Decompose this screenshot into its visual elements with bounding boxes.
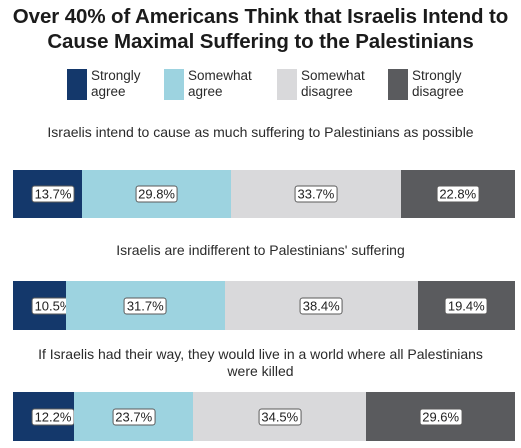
data-label: 12.2%: [31, 408, 75, 425]
bar-segment-somewhat-disagree: 34.5%: [193, 392, 367, 441]
legend-label-somewhat-agree: Somewhat agree: [188, 68, 252, 99]
bar-segment-strongly-agree: 12.2%: [13, 392, 75, 441]
question-2: Israelis are indifferent to Palestinians…: [116, 242, 405, 258]
legend: Strongly agree Somewhat agree Somewhat d…: [0, 68, 521, 104]
legend-swatch-somewhat-agree: [164, 69, 184, 100]
data-label: 23.7%: [112, 408, 156, 425]
bar-row-2: 10.5% 31.7% 38.4% 19.4%: [13, 281, 515, 330]
bar-segment-somewhat-disagree: 33.7%: [231, 170, 401, 218]
legend-label-strongly-disagree: Strongly disagree: [412, 68, 464, 99]
bar-segment-somewhat-agree: 23.7%: [74, 392, 194, 441]
data-label: 34.5%: [258, 408, 302, 425]
bar-segment-somewhat-agree: 31.7%: [65, 281, 225, 330]
chart-title: Over 40% of Americans Think that Israeli…: [12, 5, 509, 53]
legend-swatch-strongly-disagree: [388, 69, 408, 100]
bar-segment-strongly-agree: 13.7%: [13, 170, 82, 218]
legend-label-somewhat-disagree: Somewhat disagree: [301, 68, 365, 99]
data-label: 13.7%: [31, 185, 75, 203]
data-label: 10.5%: [31, 297, 75, 314]
question-1: Israelis intend to cause as much sufferi…: [47, 124, 474, 140]
data-label: 38.4%: [299, 297, 343, 314]
data-label: 31.7%: [123, 297, 167, 314]
bar-row-1: 13.7% 29.8% 33.7% 22.8%: [13, 170, 515, 218]
bar-segment-strongly-disagree: 19.4%: [417, 281, 515, 330]
legend-swatch-somewhat-disagree: [277, 69, 297, 100]
bar-segment-strongly-disagree: 22.8%: [400, 170, 515, 218]
question-3: If Israelis had their way, they would li…: [38, 346, 483, 379]
data-label: 19.4%: [444, 297, 488, 314]
bar-row-3: 12.2% 23.7% 34.5% 29.6%: [13, 392, 515, 441]
bar-segment-strongly-agree: 10.5%: [13, 281, 75, 330]
data-label: 29.6%: [419, 408, 463, 425]
legend-swatch-strongly-agree: [67, 69, 87, 100]
bar-segment-somewhat-agree: 29.8%: [81, 170, 232, 218]
legend-label-strongly-agree: Strongly agree: [91, 68, 141, 99]
bar-segment-somewhat-disagree: 38.4%: [224, 281, 418, 330]
data-label: 33.7%: [294, 185, 338, 203]
data-label: 29.8%: [135, 185, 178, 203]
data-label: 22.8%: [436, 185, 480, 203]
bar-segment-strongly-disagree: 29.6%: [366, 392, 515, 441]
